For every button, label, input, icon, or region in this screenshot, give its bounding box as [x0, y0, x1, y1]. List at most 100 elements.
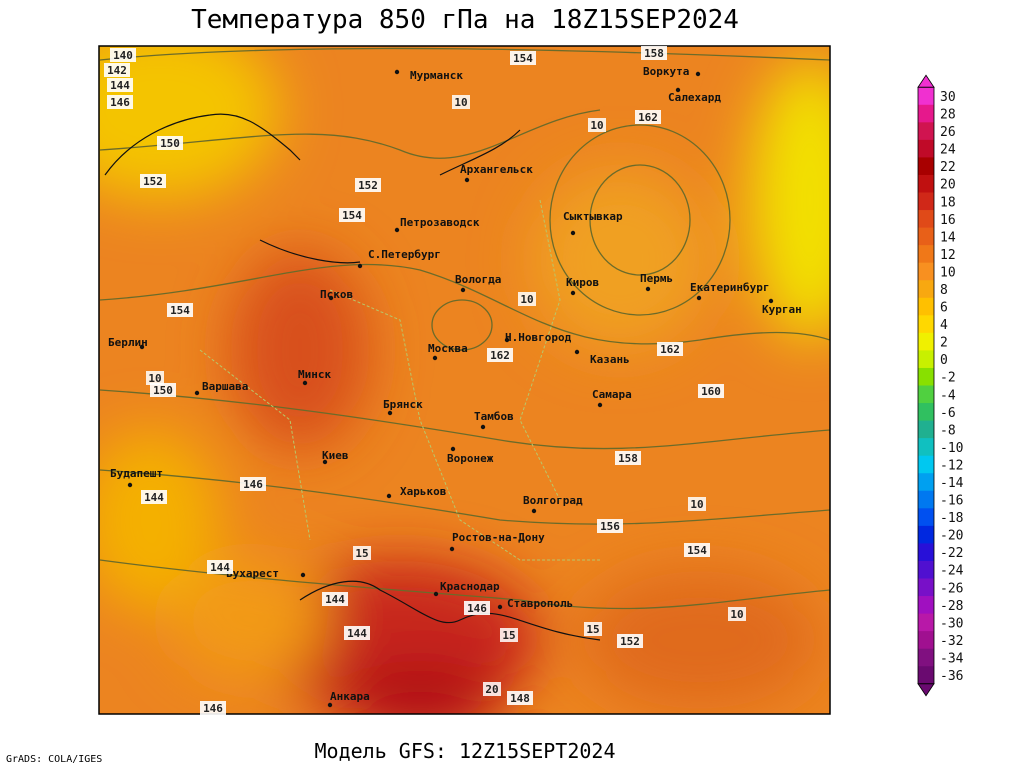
colorbar-swatch	[918, 104, 934, 123]
colorbar-label: 0	[940, 353, 948, 368]
city-dot	[394, 69, 400, 75]
contour-label-box	[615, 451, 641, 465]
temp-label-box	[500, 628, 518, 642]
colorbar-label: -26	[940, 581, 963, 596]
city-dot	[497, 604, 503, 610]
temp-label-box	[452, 95, 470, 109]
city-dot	[449, 546, 455, 552]
city-label: Архангельск	[460, 163, 533, 176]
colorbar-label: -34	[940, 651, 964, 666]
colorbar-swatch	[918, 122, 934, 141]
city-label: Ростов-на-Дону	[452, 531, 545, 544]
contour-label-box	[141, 490, 167, 504]
contour-label-box	[107, 78, 133, 92]
colorbar-label: 18	[940, 195, 956, 210]
colorbar-label: -4	[940, 388, 956, 403]
colorbar-swatch	[918, 543, 934, 562]
height-contour-label: 142	[107, 64, 127, 77]
colorbar-swatch	[918, 174, 934, 193]
colorbar-swatch	[918, 262, 934, 281]
contour-label-box	[617, 634, 643, 648]
colorbar-label: 14	[940, 230, 956, 245]
height-contour-label: 144	[347, 627, 367, 640]
city-dot	[327, 702, 333, 708]
height-contour-label: 140	[113, 49, 133, 62]
colorbar-label: -20	[940, 529, 963, 544]
city-label: Тамбов	[474, 410, 514, 423]
city-dot	[386, 493, 392, 499]
contour-label-box	[698, 384, 724, 398]
city-dot	[570, 290, 576, 296]
city-dot	[139, 344, 145, 350]
city-dot	[464, 177, 470, 183]
coastline	[104, 113, 601, 641]
height-contour-label: 154	[513, 52, 533, 65]
city-label: Сыктывкар	[563, 210, 623, 223]
city-label: Казань	[590, 353, 630, 366]
colorbar-swatch	[918, 596, 934, 615]
height-contour-label: 146	[110, 96, 130, 109]
city-dot	[127, 482, 133, 488]
colorbar-swatch	[918, 87, 934, 106]
city-dot	[432, 355, 438, 361]
colorbar-label: 2	[940, 336, 948, 351]
contour-label-box	[507, 691, 533, 705]
colorbar-swatch	[918, 280, 934, 299]
city-label: Анкара	[330, 690, 370, 703]
city-label: Бухарест	[226, 567, 279, 580]
height-contour-label: 158	[618, 452, 638, 465]
contour-label-box	[344, 626, 370, 640]
colorbar-label: 4	[940, 318, 948, 333]
height-contour-label: 154	[687, 544, 707, 557]
contour-label-box	[635, 110, 661, 124]
city-label: Минск	[298, 368, 331, 381]
colorbar-swatch	[918, 631, 934, 650]
colorbar-label: -32	[940, 634, 963, 649]
contour-label-box	[110, 48, 136, 62]
colorbar-swatch	[918, 297, 934, 316]
colorbar-label: -14	[940, 476, 964, 491]
temp-label-box	[688, 497, 706, 511]
colorbar-label: -30	[940, 616, 963, 631]
temp-contour-label: 10	[148, 372, 161, 385]
city-dot	[322, 459, 328, 465]
height-contour-label: 156	[600, 520, 620, 533]
colorbar-label: -6	[940, 406, 956, 421]
temp-contour-label: 10	[690, 498, 703, 511]
city-dot	[450, 446, 456, 452]
contour-label-box	[339, 208, 365, 222]
contour-label-box	[657, 342, 683, 356]
colorbar-swatch	[918, 420, 934, 439]
colorbar-swatch	[918, 332, 934, 351]
height-contour-label: 150	[153, 384, 173, 397]
city-label: Петрозаводск	[400, 216, 480, 229]
city-dot	[695, 71, 701, 77]
temp-label-box	[483, 682, 501, 696]
colorbar-swatch	[918, 192, 934, 211]
city-dot	[696, 295, 702, 301]
colorbar-label: 24	[940, 143, 956, 158]
colorbar-swatch	[918, 139, 934, 158]
colorbar-swatch	[918, 315, 934, 334]
contour-label-box	[200, 701, 226, 715]
contour-label-box	[464, 601, 490, 615]
colorbar-label: 28	[940, 108, 956, 123]
contour-label-box	[510, 51, 536, 65]
city-label: Екатеринбург	[690, 281, 769, 294]
temp-contour-label: 15	[502, 629, 515, 642]
colorbar-swatch	[918, 473, 934, 492]
height-contour-label: 152	[143, 175, 163, 188]
colorbar-label: -22	[940, 546, 963, 561]
contour-label-box	[107, 95, 133, 109]
colorbar-label: 8	[940, 283, 948, 298]
city-dot	[357, 263, 363, 269]
credit: GrADS: COLA/IGES	[6, 754, 102, 765]
temp-contour-label: 20	[485, 683, 498, 696]
temp-contour-label: 10	[454, 96, 467, 109]
colorbar-swatch	[918, 578, 934, 597]
colorbar-swatch	[918, 210, 934, 229]
contour-label-box	[684, 543, 710, 557]
contour-label-box	[207, 560, 233, 574]
height-contour-label: 152	[358, 179, 378, 192]
city-dot	[460, 287, 466, 293]
